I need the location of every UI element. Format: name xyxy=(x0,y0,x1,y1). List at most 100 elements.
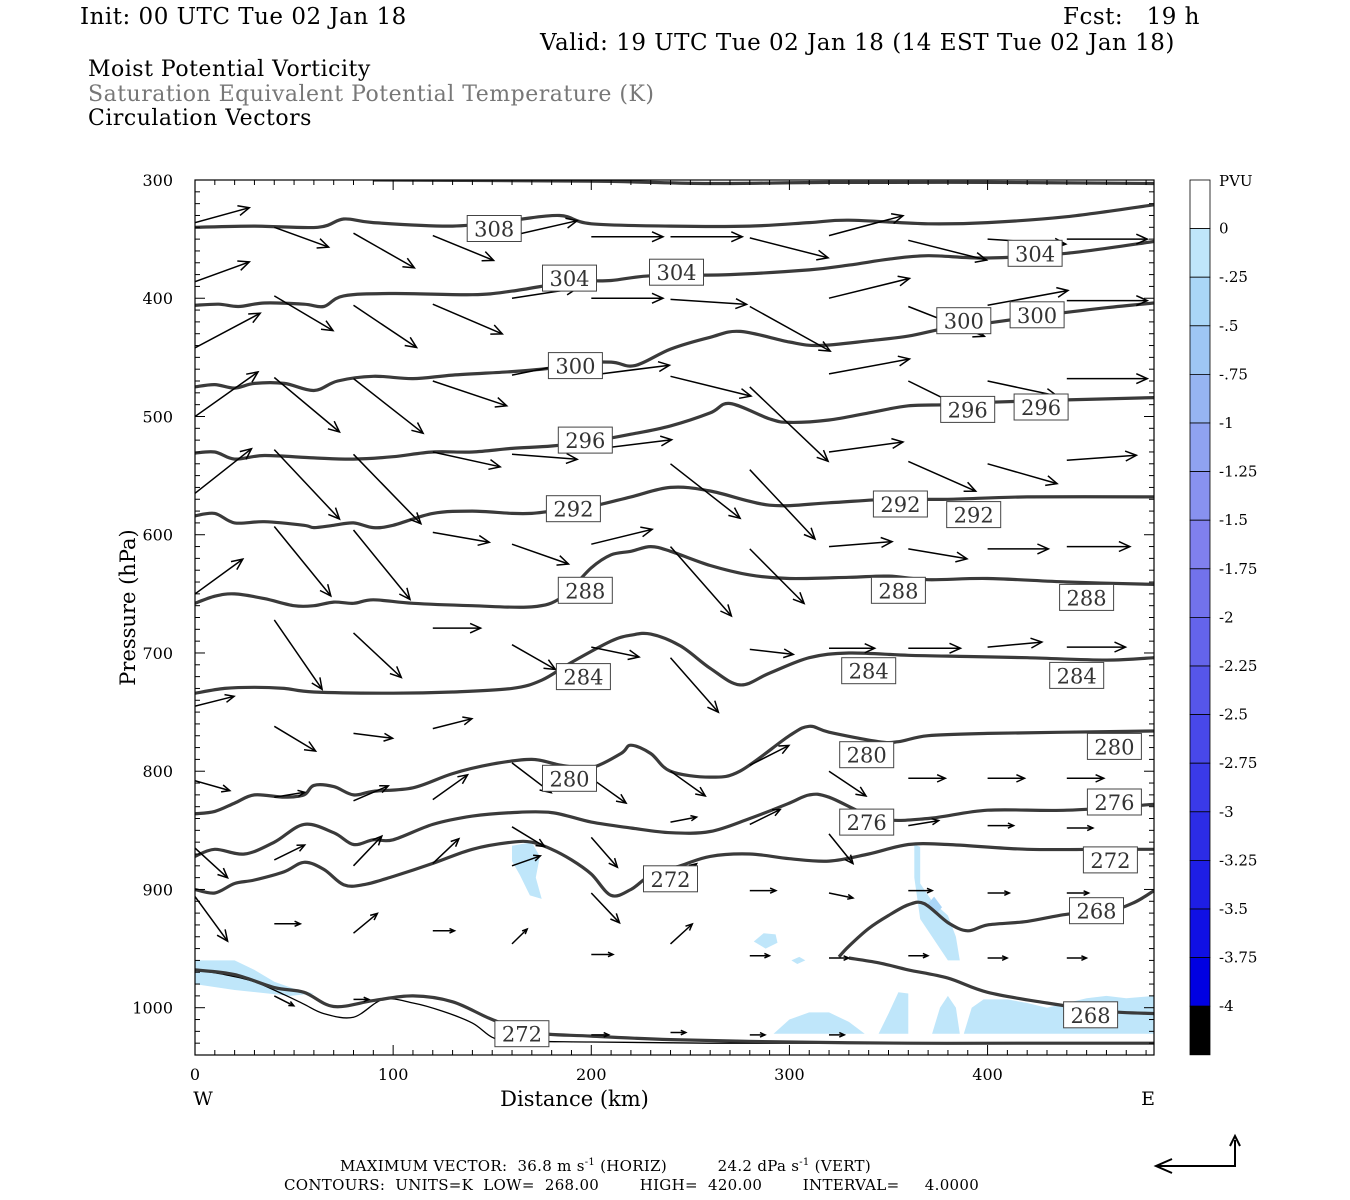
colorbar-swatch xyxy=(1189,714,1211,764)
circulation-vector xyxy=(987,955,1009,961)
circulation-vector xyxy=(432,773,470,801)
contour-label: 280 xyxy=(839,741,895,769)
colorbar-label: -1 xyxy=(1219,414,1234,432)
circulation-vector xyxy=(1066,540,1132,553)
colorbar-label: -4 xyxy=(1219,997,1234,1015)
circulation-vector xyxy=(670,298,749,310)
colorbar-label: -2.75 xyxy=(1219,754,1257,772)
y-tick-label: 300 xyxy=(142,171,173,190)
circulation-vector xyxy=(670,375,753,400)
circulation-vector xyxy=(669,922,694,945)
circulation-vector xyxy=(353,996,371,1003)
circulation-vector xyxy=(590,777,628,805)
circulation-vector xyxy=(511,927,529,945)
svg-text:296: 296 xyxy=(948,398,988,422)
circulation-vector xyxy=(591,360,672,376)
svg-text:296: 296 xyxy=(1021,396,1061,420)
colorbar-swatch xyxy=(1189,373,1211,424)
circulation-vector xyxy=(352,834,384,867)
colorbar-swatch xyxy=(1189,179,1211,229)
circulation-vector xyxy=(274,226,331,249)
title-vectors: Circulation Vectors xyxy=(88,106,312,131)
contour-label: 268 xyxy=(1069,897,1124,925)
mpv-shaded-region xyxy=(773,1012,865,1034)
y-axis-title: Pressure (hPa) xyxy=(116,529,140,685)
svg-text:272: 272 xyxy=(1090,849,1130,873)
circulation-vector xyxy=(353,784,390,802)
svg-text:304: 304 xyxy=(549,267,589,291)
mpv-shaded-region xyxy=(753,933,778,949)
circulation-vector xyxy=(195,558,245,595)
circulation-vector xyxy=(273,844,307,861)
circulation-vector xyxy=(749,648,796,659)
circulation-vector xyxy=(987,463,1059,487)
circulation-vector xyxy=(432,451,502,471)
circulation-vector xyxy=(195,312,262,349)
circulation-vector xyxy=(352,453,423,526)
circulation-vector xyxy=(274,920,303,927)
circulation-vector xyxy=(987,774,1027,783)
circulation-vector xyxy=(670,1029,688,1036)
contour-label: 272 xyxy=(643,865,698,893)
circulation-vector xyxy=(749,305,832,352)
mpv-shaded-region xyxy=(195,960,314,996)
svg-text:276: 276 xyxy=(1094,791,1134,815)
circulation-vector xyxy=(353,304,419,349)
contour-label: 296 xyxy=(940,395,996,423)
svg-text:292: 292 xyxy=(553,498,593,522)
y-tick-label: 800 xyxy=(142,762,173,781)
circulation-vector xyxy=(908,239,989,263)
svg-text:280: 280 xyxy=(549,767,589,791)
circulation-vector xyxy=(591,526,654,545)
theta-es-contour xyxy=(195,631,1154,695)
circulation-vector xyxy=(353,378,425,435)
circulation-vector xyxy=(511,854,543,867)
circulation-vector xyxy=(352,529,412,601)
circulation-vector xyxy=(511,826,547,848)
contour-label: 280 xyxy=(542,764,597,792)
mpv-shaded-region xyxy=(512,842,542,899)
circulation-vector xyxy=(590,836,619,869)
circulation-vector xyxy=(828,213,905,237)
circulation-vector xyxy=(273,995,296,1007)
circulation-vector xyxy=(828,437,905,453)
svg-text:284: 284 xyxy=(849,660,889,684)
circulation-vector xyxy=(1066,774,1106,783)
contour-label: 304 xyxy=(1007,239,1063,267)
svg-text:292: 292 xyxy=(880,493,920,517)
svg-text:284: 284 xyxy=(563,666,603,690)
colorbar-swatch xyxy=(1189,422,1211,472)
circulation-vector xyxy=(273,295,335,332)
circulation-vector xyxy=(749,952,772,959)
circulation-vector xyxy=(828,536,894,549)
circulation-vector xyxy=(591,1031,611,1038)
svg-text:308: 308 xyxy=(474,218,514,242)
west-label: W xyxy=(193,1088,213,1110)
contour-label: 284 xyxy=(841,657,897,685)
circulation-vector xyxy=(353,912,379,934)
x-tick-label: 400 xyxy=(972,1065,1003,1084)
theta-es-contour xyxy=(195,485,1154,530)
circulation-vector xyxy=(829,1031,847,1038)
circulation-vector xyxy=(1066,955,1089,961)
circulation-vector xyxy=(749,548,806,605)
x-tick-label: 0 xyxy=(190,1065,200,1084)
circulation-vector xyxy=(987,822,1016,829)
circulation-vector xyxy=(669,657,720,714)
svg-text:300: 300 xyxy=(555,355,595,379)
mpv-shaded-region xyxy=(878,992,909,1034)
colorbar-label: -1.5 xyxy=(1219,511,1248,529)
colorbar-label: 0 xyxy=(1219,220,1229,238)
circulation-vector xyxy=(1066,641,1128,653)
contour-label: 288 xyxy=(1059,583,1115,611)
theta-es-contour xyxy=(195,396,1154,461)
circulation-vector xyxy=(670,814,699,823)
contour-label: 300 xyxy=(936,307,992,335)
colorbar-swatch xyxy=(1189,811,1211,861)
colorbar-label: -.25 xyxy=(1219,268,1248,286)
svg-text:272: 272 xyxy=(502,1023,542,1047)
contour-label: 284 xyxy=(555,663,611,691)
svg-text:304: 304 xyxy=(1015,242,1055,266)
circulation-vector xyxy=(273,619,324,691)
svg-text:288: 288 xyxy=(1067,586,1107,610)
